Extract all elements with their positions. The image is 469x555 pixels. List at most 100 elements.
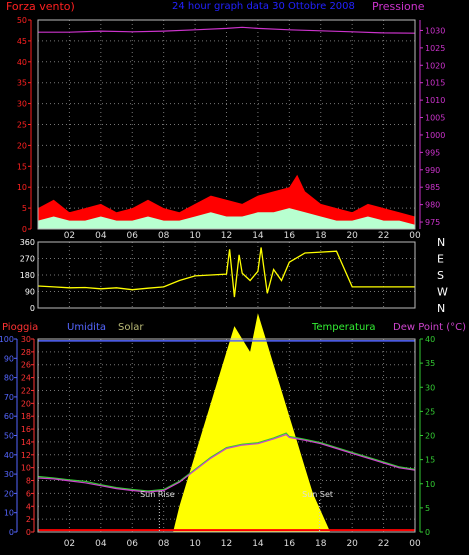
wind-y-tick-label: 5 (22, 204, 27, 213)
compass-label: W (437, 286, 448, 299)
wind-plot-frame (37, 19, 416, 230)
temperature-y-tick-label: 5 (425, 504, 430, 513)
pressure-y-tick-label: 980 (425, 201, 440, 210)
pressure-y-tick-label: 990 (425, 166, 440, 175)
compass-label: N (437, 236, 445, 249)
pressure-y-tick-label: 1015 (425, 79, 445, 88)
rain-y-tick-label: 0 (26, 528, 31, 537)
x-tick-label: 06 (127, 539, 139, 549)
rain-humidity-solar-temp-panel: 02 04 06 08 10 12 14 16 18 20 22 000102030405060708… (0, 313, 435, 549)
temperature-y-tick-label: 0 (425, 528, 430, 537)
x-tick-label: 22 (378, 231, 389, 241)
pressure-y-tick-label: 995 (425, 148, 440, 157)
wind-speed-area (38, 208, 415, 229)
wind-y-tick-label: 50 (17, 16, 27, 25)
compass-label: N (437, 302, 445, 315)
dew-point-line (37, 433, 416, 493)
humidity-y-tick-label: 80 (4, 374, 14, 383)
wind-y-tick-label: 35 (17, 79, 27, 88)
rain-y-tick-label: 24 (21, 374, 31, 383)
rain-y-tick-label: 4 (26, 502, 31, 511)
x-tick-label: 02 (64, 539, 75, 549)
chart-title: 24 hour graph data 30 Ottobre 2008 (172, 1, 355, 12)
rain-y-tick-label: 18 (21, 412, 31, 421)
x-tick-label: 00 (409, 539, 421, 549)
compass-label: S (437, 269, 444, 282)
wind-y-tick-label: 40 (17, 58, 27, 67)
x-tick-label: 20 (346, 231, 358, 241)
humidity-y-tick-label: 70 (4, 393, 14, 402)
rain-y-tick-label: 6 (26, 489, 31, 498)
header: Forza vento) 24 hour graph data 30 Ottob… (6, 0, 425, 13)
pressure-y-tick-label: 1000 (425, 131, 445, 140)
legend-pioggia: Pioggia (2, 322, 38, 333)
rain-y-tick-label: 16 (21, 425, 31, 434)
x-tick-label: 10 (189, 539, 201, 549)
rain-y-tick-label: 8 (26, 477, 31, 486)
direction-tick-label: 360 (20, 238, 35, 247)
pressure-y-tick-label: 1020 (425, 61, 445, 70)
humidity-y-tick-label: 100 (0, 335, 14, 344)
pressure-y-tick-label: 1030 (425, 26, 445, 35)
humidity-y-tick-label: 10 (4, 509, 14, 518)
x-tick-label: 20 (346, 539, 358, 549)
wind-y-tick-label: 15 (17, 162, 27, 171)
pressure-y-tick-label: 1010 (425, 96, 445, 105)
wind-pressure-panel: 02 04 06 08 10 12 14 16 18 20 22 000510152025303540… (17, 16, 446, 241)
pressure-y-tick-label: 1025 (425, 44, 445, 53)
x-tick-label: 18 (315, 231, 327, 241)
humidity-y-tick-label: 60 (4, 412, 14, 421)
humidity-y-tick-label: 40 (4, 451, 14, 460)
rain-y-tick-label: 20 (21, 399, 31, 408)
x-tick-label: 10 (189, 231, 201, 241)
rain-y-tick-label: 2 (26, 515, 31, 524)
x-tick-label: 04 (95, 539, 107, 549)
wind-y-tick-label: 45 (17, 37, 27, 46)
rain-y-tick-label: 22 (21, 386, 31, 395)
x-tick-label: 08 (158, 539, 170, 549)
bottom-legend: Pioggia Umidita Solar Temperatura Dew Point … (2, 322, 466, 333)
direction-tick-label: 0 (30, 304, 35, 313)
wind-y-tick-label: 25 (17, 121, 27, 130)
x-tick-label: 16 (284, 539, 296, 549)
x-tick-label: 06 (127, 231, 139, 241)
sun-annotation: Sun Set (302, 490, 333, 499)
temperature-y-tick-label: 35 (425, 359, 435, 368)
x-tick-label: 00 (409, 231, 421, 241)
x-tick-label: 02 (64, 231, 75, 241)
solar-area (173, 313, 331, 532)
humidity-y-tick-label: 20 (4, 489, 14, 498)
sun-annotation: Sun Rise (140, 490, 175, 499)
x-tick-label: 12 (221, 231, 232, 241)
rain-y-tick-label: 14 (21, 438, 31, 447)
x-tick-label: 04 (95, 231, 107, 241)
x-tick-label: 18 (315, 539, 327, 549)
bottom-plot-frame (37, 338, 416, 533)
humidity-y-tick-label: 0 (9, 528, 14, 537)
direction-plot-frame (37, 241, 416, 309)
temperature-y-tick-label: 30 (425, 383, 435, 392)
wind-y-tick-label: 10 (17, 183, 27, 192)
humidity-y-tick-label: 90 (4, 354, 14, 363)
temperature-y-tick-label: 25 (425, 407, 435, 416)
rain-y-tick-label: 30 (21, 335, 31, 344)
pressure-y-tick-label: 975 (425, 218, 440, 227)
legend-solar: Solar (118, 322, 144, 333)
rain-y-tick-label: 10 (21, 464, 31, 473)
direction-tick-label: 270 (20, 255, 35, 264)
temperature-y-tick-label: 10 (425, 480, 435, 489)
temperature-y-tick-label: 20 (425, 432, 435, 441)
rain-y-tick-label: 26 (21, 361, 31, 370)
wind-y-tick-label: 0 (22, 225, 27, 234)
legend-umidita: Umidita (67, 322, 106, 333)
x-tick-label: 08 (158, 231, 170, 241)
pressure-y-tick-label: 1005 (425, 114, 445, 123)
legend-dew: Dew Point (°C) (393, 322, 466, 333)
wind-y-tick-label: 30 (17, 100, 27, 109)
temperature-line (37, 432, 416, 492)
pressure-line (38, 26, 416, 34)
legend-temperatura: Temperatura (311, 322, 376, 333)
x-tick-label: 16 (284, 231, 296, 241)
